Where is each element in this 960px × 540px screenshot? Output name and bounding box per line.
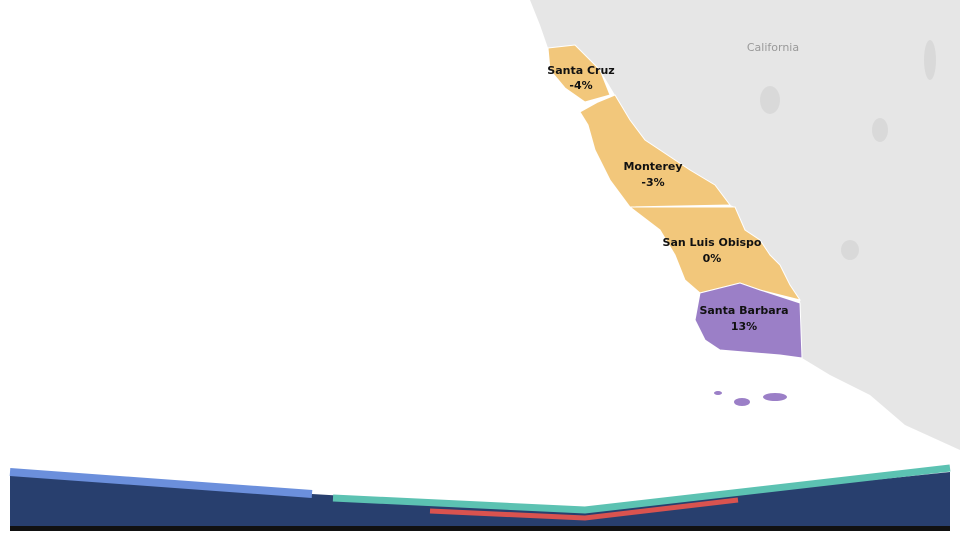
state-label: California xyxy=(747,41,799,54)
lakes xyxy=(760,40,936,260)
county-name: Santa Cruz xyxy=(547,64,614,77)
county-change: 13% xyxy=(731,320,757,333)
county-name: Santa Barbara xyxy=(699,304,788,317)
county xyxy=(547,44,611,103)
county-change: -4% xyxy=(569,79,592,92)
county xyxy=(579,94,731,208)
banner-line xyxy=(429,497,739,521)
county-name: Monterey xyxy=(623,160,682,173)
county-change: -3% xyxy=(641,176,664,189)
banner-line xyxy=(9,468,313,498)
islands xyxy=(714,391,787,406)
county xyxy=(694,282,803,359)
banner-base xyxy=(10,526,950,531)
county-name: San Luis Obispo xyxy=(663,236,762,249)
banner xyxy=(10,472,950,526)
banner-line xyxy=(332,464,951,514)
land xyxy=(530,0,960,450)
county xyxy=(628,206,802,301)
county-change: 0% xyxy=(703,252,722,265)
